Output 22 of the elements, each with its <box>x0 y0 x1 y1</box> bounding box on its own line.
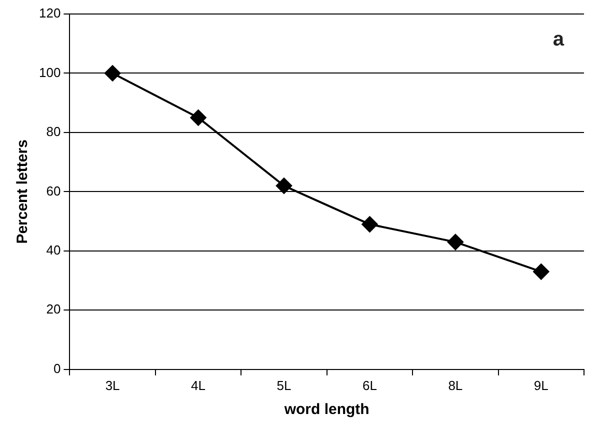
x-tick-label: 9L <box>534 378 548 393</box>
x-tick-label: 5L <box>276 378 292 393</box>
point <box>362 216 378 232</box>
point <box>447 234 464 250</box>
y-tick-label: 40 <box>46 242 61 258</box>
y-tick-label: 20 <box>46 302 61 317</box>
x-tick-label: 3L <box>105 378 120 393</box>
x-axis-title: word length <box>283 401 370 418</box>
y-tick-label: 60 <box>46 183 61 198</box>
x-tick-label: 4L <box>191 378 206 393</box>
point <box>533 264 550 280</box>
point <box>190 110 206 126</box>
x-tick-label: 8L <box>448 378 463 393</box>
x-tick-label: 6L <box>362 378 377 393</box>
annotation: a <box>552 28 565 51</box>
y-tick-label: 0 <box>53 360 61 376</box>
y-tick-label: 80 <box>46 124 61 140</box>
point <box>276 178 292 194</box>
y-tick-label: 100 <box>38 64 61 80</box>
y-tick-label: 120 <box>38 6 61 21</box>
y-axis-title: Percent letters <box>14 140 32 244</box>
point <box>104 65 121 82</box>
